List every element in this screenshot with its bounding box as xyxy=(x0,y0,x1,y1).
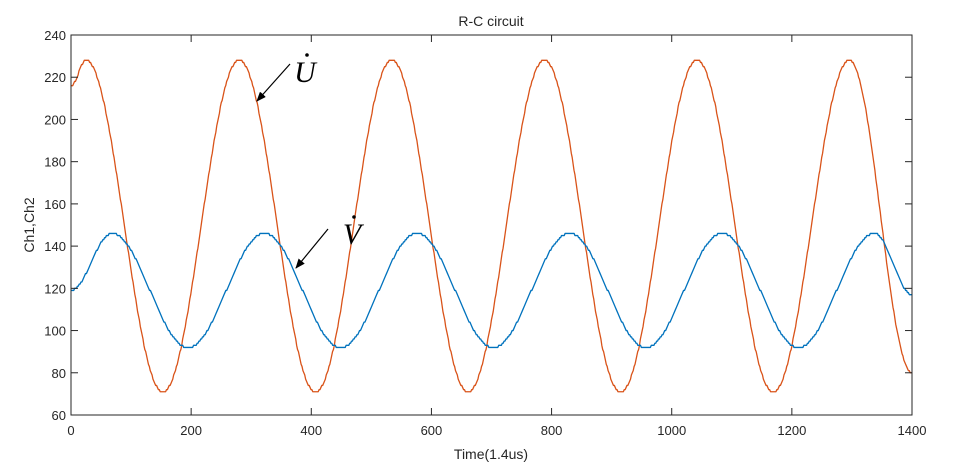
annotation-dot-v xyxy=(352,215,356,219)
y-tick-label: 100 xyxy=(44,324,66,339)
y-tick-label: 200 xyxy=(44,112,66,127)
y-axis-title: Ch1,Ch2 xyxy=(21,197,37,252)
x-tick-label: 200 xyxy=(180,423,202,438)
y-tick-label: 160 xyxy=(44,197,66,212)
y-tick-label: 180 xyxy=(44,155,66,170)
annotations: UV xyxy=(256,53,365,269)
x-tick-label: 1400 xyxy=(898,423,927,438)
annotation-arrow-u xyxy=(256,63,291,102)
x-tick-label: 600 xyxy=(421,423,443,438)
x-tick-label: 800 xyxy=(541,423,563,438)
y-tick-label: 120 xyxy=(44,281,66,296)
annotation-label-v: V xyxy=(343,218,365,251)
y-tick-label: 220 xyxy=(44,70,66,85)
series-line-v xyxy=(71,232,912,349)
plot-frame xyxy=(70,34,913,416)
series-line-u xyxy=(71,59,912,393)
plot-area xyxy=(71,35,912,415)
y-tick-label: 80 xyxy=(52,366,66,381)
tick-labels: 0 200 400 600 800 1000 1200 1400 60 80 100 120 140 16… xyxy=(44,28,926,438)
y-tick-label: 240 xyxy=(44,28,66,43)
axis-ticks xyxy=(70,34,913,416)
series-layer xyxy=(71,59,912,393)
x-axis-title: Time(1.4us) xyxy=(454,446,528,462)
chart-title: R-C circuit xyxy=(458,13,523,29)
annotation-arrow-v xyxy=(295,228,329,269)
y-tick-label: 140 xyxy=(44,239,66,254)
x-tick-label: 1200 xyxy=(777,423,806,438)
annotation-dot-u xyxy=(305,53,309,57)
x-tick-label: 400 xyxy=(300,423,322,438)
x-tick-label: 0 xyxy=(67,423,74,438)
annotation-label-u: U xyxy=(294,56,318,89)
y-tick-label: 60 xyxy=(52,408,66,423)
x-tick-label: 1000 xyxy=(657,423,686,438)
